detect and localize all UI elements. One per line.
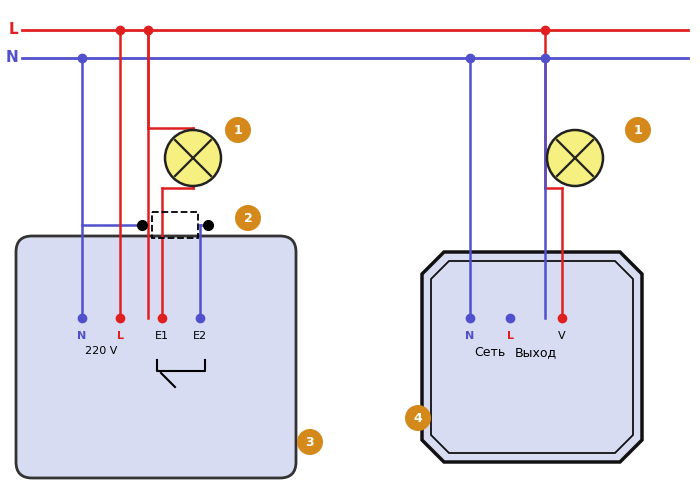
Text: 1: 1: [234, 124, 242, 136]
Text: E2: E2: [193, 331, 207, 341]
Text: Выход: Выход: [515, 346, 557, 359]
Text: N: N: [6, 50, 18, 66]
Circle shape: [547, 130, 603, 186]
Bar: [152, 212, 198, 238]
Text: 1: 1: [634, 124, 643, 136]
Circle shape: [625, 117, 651, 143]
Text: RMNT.RU: RMNT.RU: [102, 459, 178, 477]
Text: N: N: [466, 331, 475, 341]
Text: E1: E1: [155, 331, 169, 341]
Text: Сеть: Сеть: [475, 346, 505, 359]
Text: L: L: [507, 331, 514, 341]
Circle shape: [405, 405, 431, 431]
Circle shape: [165, 130, 221, 186]
Text: 3: 3: [306, 436, 314, 449]
Text: V: V: [558, 331, 566, 341]
Text: 220 V: 220 V: [85, 346, 117, 356]
Circle shape: [297, 429, 323, 455]
Text: L: L: [116, 331, 123, 341]
Text: N: N: [78, 331, 87, 341]
Text: L: L: [8, 23, 18, 38]
Circle shape: [225, 117, 251, 143]
Circle shape: [235, 205, 261, 231]
FancyBboxPatch shape: [16, 236, 296, 478]
Text: 4: 4: [414, 412, 422, 424]
Text: 2: 2: [244, 211, 253, 224]
Polygon shape: [422, 252, 642, 462]
